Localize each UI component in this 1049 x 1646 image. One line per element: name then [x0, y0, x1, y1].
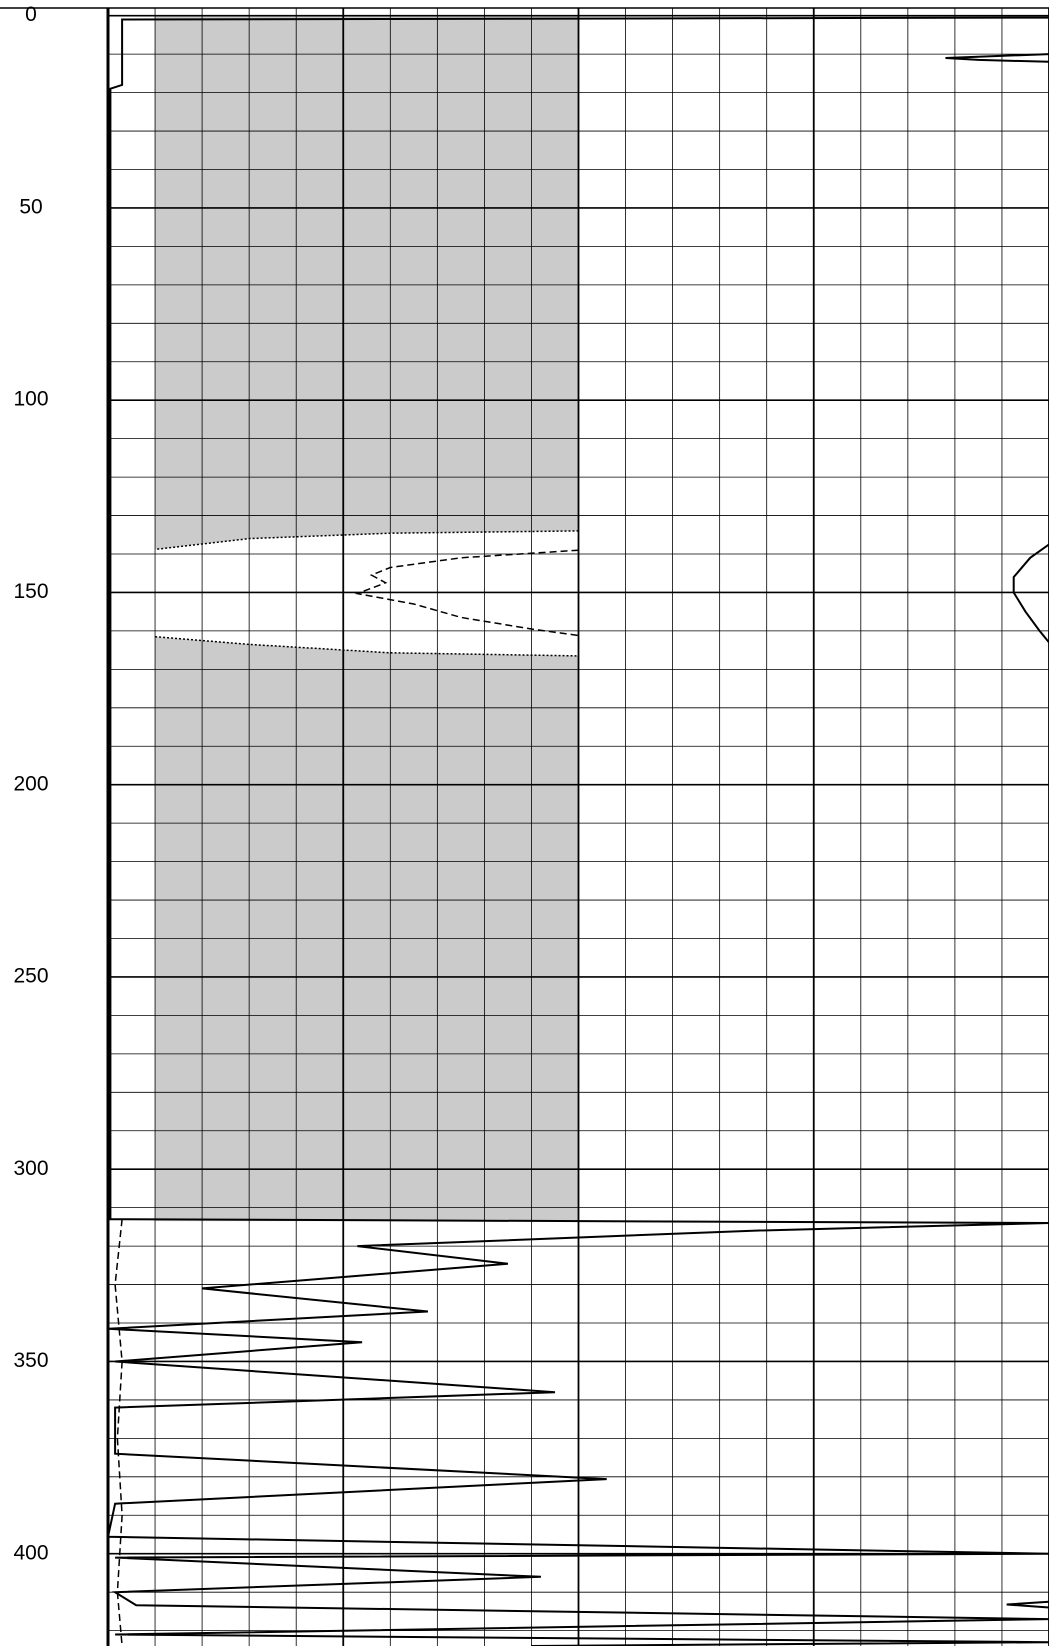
log-curve	[1012, 543, 1049, 644]
shaded-area	[155, 15, 579, 550]
log-curve	[354, 549, 579, 637]
y-tick-label: 0	[25, 3, 37, 26]
y-tick-label: 250	[13, 965, 48, 988]
y-tick-label: 50	[19, 195, 42, 218]
y-tick-label: 200	[13, 772, 48, 795]
log-curve	[1006, 1600, 1049, 1609]
log-curve	[945, 53, 1049, 63]
y-tick-label: 350	[13, 1349, 48, 1372]
log-curve	[155, 635, 579, 657]
y-tick-label: 300	[13, 1157, 48, 1180]
y-tick-label: 400	[13, 1541, 48, 1564]
shaded-area	[155, 636, 579, 1222]
log-curve	[106, 16, 1049, 1646]
log-curve	[114, 1219, 123, 1646]
y-tick-label: 100	[13, 388, 48, 411]
log-curve	[155, 530, 579, 551]
y-tick-label: 150	[13, 580, 48, 603]
